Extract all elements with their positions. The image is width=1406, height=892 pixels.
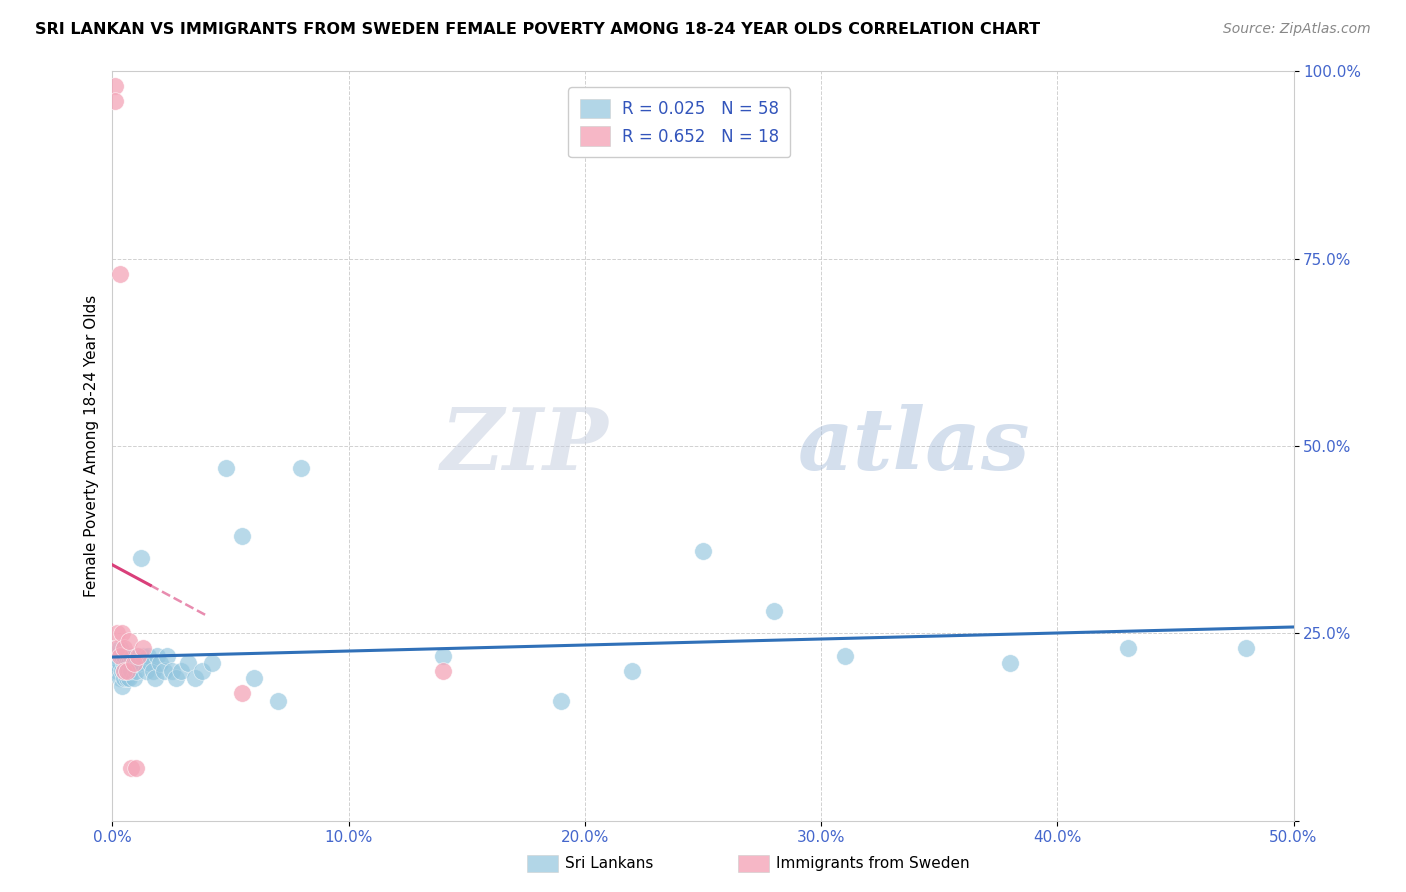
Point (1116, 641, 1139, 656)
Point (153, 664, 176, 678)
Point (122, 657, 145, 671)
Point (146, 648, 169, 663)
Point (120, 761, 142, 775)
Point (125, 648, 148, 663)
Point (432, 664, 454, 678)
Point (120, 664, 142, 678)
Point (108, 641, 131, 656)
Point (136, 648, 159, 663)
Point (122, 657, 145, 671)
Point (132, 641, 155, 656)
Point (120, 648, 142, 663)
Text: ZIP: ZIP (440, 404, 609, 488)
Text: Source: ZipAtlas.com: Source: ZipAtlas.com (1223, 22, 1371, 37)
Point (111, 626, 134, 640)
Point (142, 664, 165, 678)
Point (170, 664, 193, 678)
Point (104, 95, 127, 109)
Point (215, 461, 238, 475)
Point (550, 694, 572, 708)
Point (191, 664, 214, 678)
Point (143, 671, 166, 685)
Point (118, 657, 141, 671)
Point (112, 648, 135, 663)
Text: SRI LANKAN VS IMMIGRANTS FROM SWEDEN FEMALE POVERTY AMONG 18-24 YEAR OLDS CORREL: SRI LANKAN VS IMMIGRANTS FROM SWEDEN FEM… (35, 22, 1040, 37)
Point (105, 626, 128, 640)
Point (115, 664, 138, 678)
Point (104, 657, 127, 671)
Text: atlas: atlas (797, 404, 1031, 488)
Point (111, 679, 134, 693)
Point (1234, 641, 1257, 656)
Point (105, 664, 128, 678)
Point (834, 648, 856, 663)
Point (432, 648, 454, 663)
Point (129, 551, 152, 566)
Text: Immigrants from Sweden: Immigrants from Sweden (776, 856, 970, 871)
Point (762, 604, 785, 618)
Point (108, 648, 131, 663)
Point (165, 671, 187, 685)
Point (621, 664, 644, 678)
Point (118, 664, 141, 678)
Point (112, 671, 135, 685)
Point (177, 657, 200, 671)
Point (105, 648, 128, 663)
Point (201, 657, 224, 671)
Point (108, 671, 131, 685)
Point (231, 529, 253, 543)
Point (160, 664, 183, 678)
Point (267, 694, 290, 708)
Point (108, 267, 131, 281)
Point (692, 544, 714, 558)
Point (243, 671, 266, 685)
Point (105, 641, 128, 656)
Point (149, 657, 172, 671)
Y-axis label: Female Poverty Among 18-24 Year Olds: Female Poverty Among 18-24 Year Olds (83, 295, 98, 597)
Point (112, 641, 135, 656)
Point (125, 761, 148, 775)
Point (115, 664, 138, 678)
Point (127, 657, 149, 671)
Point (998, 657, 1021, 671)
Point (115, 671, 138, 685)
Point (184, 671, 207, 685)
Point (111, 648, 134, 663)
Point (231, 686, 253, 700)
Point (125, 664, 148, 678)
Point (139, 657, 162, 671)
Text: Sri Lankans: Sri Lankans (565, 856, 654, 871)
Point (132, 648, 155, 663)
Point (127, 648, 149, 663)
Point (135, 664, 157, 678)
Point (112, 657, 135, 671)
Point (290, 461, 312, 475)
Point (111, 664, 134, 678)
Point (122, 671, 145, 685)
Point (115, 657, 138, 671)
Point (112, 664, 135, 678)
Point (104, 79, 127, 94)
Legend: R = 0.025   N = 58, R = 0.652   N = 18: R = 0.025 N = 58, R = 0.652 N = 18 (568, 87, 790, 157)
Point (118, 633, 141, 648)
Point (156, 648, 179, 663)
Point (108, 657, 131, 671)
Point (112, 664, 135, 678)
Point (118, 671, 141, 685)
